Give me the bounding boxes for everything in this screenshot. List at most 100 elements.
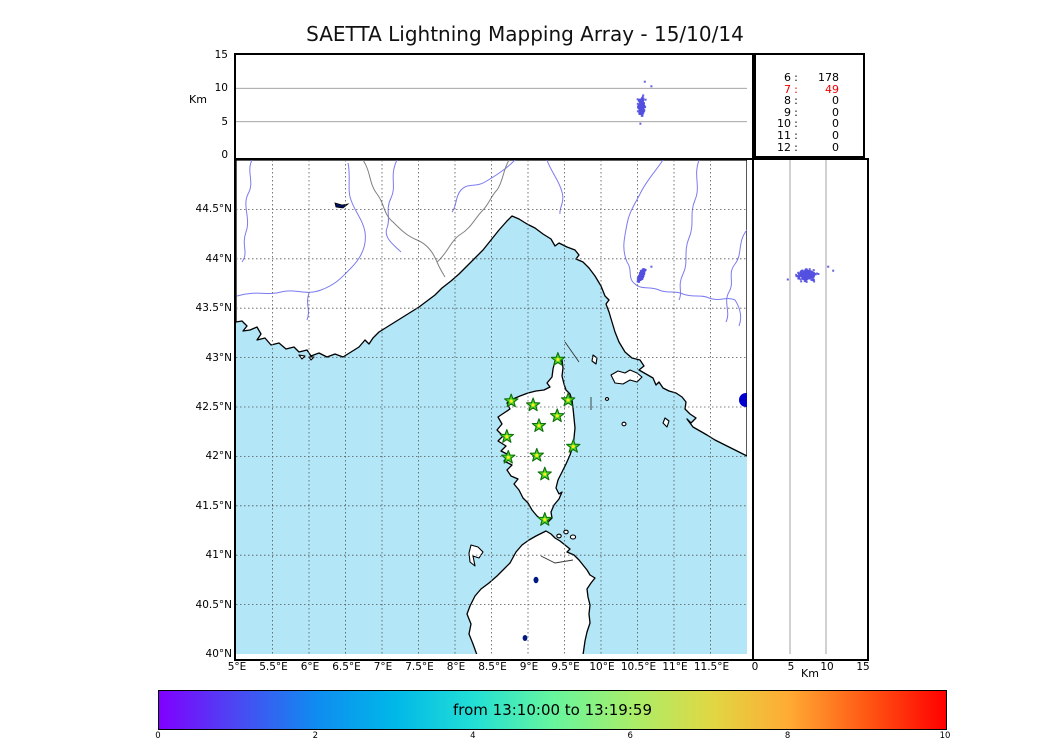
tick-label: 6.5°E (332, 661, 361, 673)
colorbar-tick: 10 (939, 731, 951, 741)
lma-station-star-center (506, 455, 510, 459)
altitude-longitude-panel[interactable] (234, 53, 754, 162)
source-count-row: 10: 0 (765, 118, 863, 130)
tick-label: 43°N (205, 351, 232, 364)
count-value: 49 (825, 82, 839, 96)
lightning-point (808, 277, 810, 280)
latitude-altitude-panel[interactable] (752, 158, 869, 661)
lma-station-star-center (505, 435, 509, 439)
tick-label: 10 (820, 661, 834, 673)
tick-label: 42.5°N (195, 401, 232, 413)
lightning-point (638, 108, 641, 111)
tick-label: 40.5°N (195, 598, 232, 611)
lightning-point (640, 276, 643, 279)
lightning-point (800, 274, 803, 277)
tick-label: 10°E (589, 661, 615, 673)
lma-station-star-center (555, 414, 559, 418)
count-value: 0 (832, 94, 839, 108)
source-count-row: 8: 0 (765, 95, 863, 107)
lma-station-star-center (537, 424, 541, 428)
lightning-point (797, 277, 800, 280)
tick-label: 9.5°E (551, 661, 580, 673)
tick-label: 7.5°E (405, 661, 434, 673)
tick-label: 44°N (205, 252, 232, 265)
corsica-coastline (496, 356, 576, 523)
map-panel[interactable] (234, 158, 754, 661)
colon: : (794, 117, 798, 131)
rivers (236, 160, 747, 327)
lightning-point (640, 114, 643, 117)
lma-station-star-center (556, 357, 560, 362)
lightning-point (812, 275, 815, 278)
lightning-points-top (636, 80, 653, 125)
lightning-point (815, 272, 818, 275)
lightning-point (812, 278, 815, 281)
count-value: 0 (832, 105, 839, 119)
lightning-point (798, 272, 801, 275)
lma-station-star-center (571, 444, 575, 449)
hour-label: 9 (784, 105, 791, 119)
lightning-point (805, 268, 808, 271)
lightning-point (641, 95, 644, 98)
tick-label: 8.5°E (478, 661, 507, 673)
lightning-point (650, 265, 653, 268)
time-colorbar[interactable]: from 13:10:00 to 13:19:59 (158, 690, 947, 730)
colorbar-time-window-label: from 13:10:00 to 13:19:59 (452, 701, 652, 719)
tick-label: 5.5°E (259, 661, 288, 673)
lightning-point (813, 272, 816, 275)
colorbar-tick: 6 (627, 731, 633, 741)
colon: : (794, 71, 798, 84)
hour-label: 6 (784, 71, 791, 84)
tick-label: 6°E (300, 661, 320, 673)
lightning-point (639, 122, 642, 125)
map-graticule (236, 160, 747, 654)
lightning-point (638, 105, 641, 108)
colon: : (794, 128, 798, 142)
lightning-point (801, 273, 804, 275)
lightning-point (810, 270, 813, 273)
lightning-point (795, 273, 798, 276)
coastline-artifacts (540, 341, 592, 564)
tick-label: 0 (751, 661, 759, 673)
lightning-points-map (636, 265, 653, 283)
tick-label: 9°E (519, 661, 539, 673)
lightning-point (639, 105, 642, 108)
lightning-point (813, 280, 816, 283)
lightning-point (637, 104, 640, 107)
lightning-point (804, 276, 807, 279)
lightning-point (638, 98, 641, 101)
lma-station-star-center (535, 453, 539, 458)
mainland-coastline (236, 160, 747, 457)
lightning-point (812, 272, 815, 275)
lightning-point (642, 97, 645, 100)
lightning-point (641, 268, 644, 271)
lightning-point (797, 275, 800, 278)
lightning-point (637, 280, 640, 283)
lightning-point (803, 271, 806, 274)
lightning-point (640, 101, 643, 104)
tick-label: 0 (221, 149, 228, 161)
lightning-point (640, 108, 643, 111)
lightning-point (807, 270, 810, 273)
tick-label: 5°E (227, 661, 247, 673)
tick-label: 40°N (205, 648, 232, 660)
lightning-point (643, 268, 645, 271)
lightning-point (806, 272, 809, 275)
source-count-row: 11: 0 (765, 130, 863, 142)
lightning-point (808, 273, 811, 275)
lightning-point (640, 270, 643, 273)
lightning-point (637, 277, 640, 280)
lightning-point (802, 273, 805, 276)
colon: : (794, 105, 798, 119)
lightning-point (636, 102, 639, 105)
tick-label: 11.5°E (693, 661, 730, 673)
lightning-point (803, 280, 806, 283)
lightning-point (795, 275, 798, 278)
count-value: 178 (818, 71, 839, 84)
lightning-point (639, 272, 642, 275)
tick-label: 15 (214, 49, 228, 61)
lightning-point (642, 94, 645, 97)
lakes (334, 202, 747, 641)
source-count-row: 12: 0 (765, 141, 863, 154)
